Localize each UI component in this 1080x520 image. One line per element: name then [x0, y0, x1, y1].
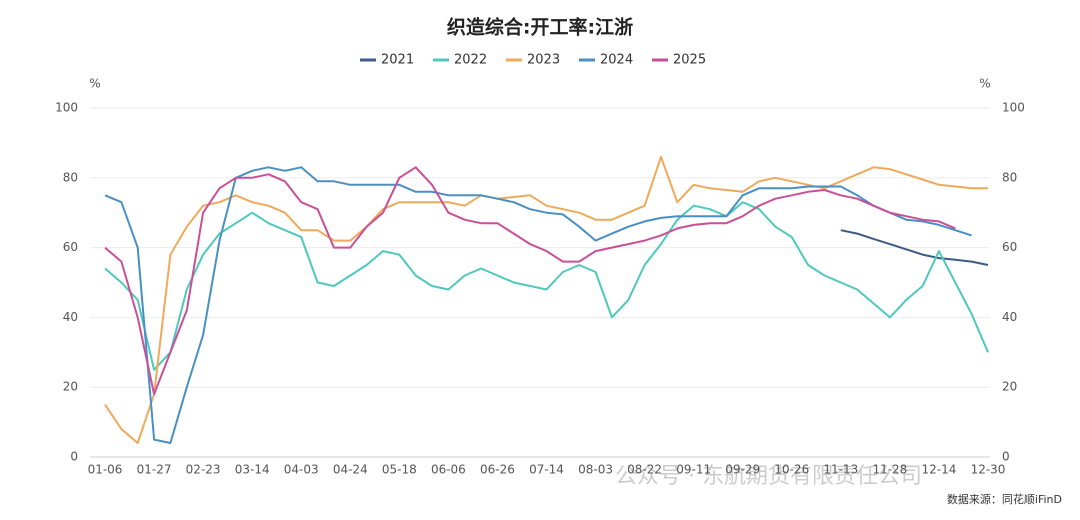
series-line: [104, 155, 988, 444]
x-tick-label: 07-14: [529, 463, 564, 477]
y-tick-label: 80: [63, 170, 78, 184]
legend-label: 2021: [381, 53, 414, 68]
legend-label: 2024: [600, 53, 633, 68]
y2-tick-label: 100: [1002, 101, 1025, 115]
series-line: [840, 229, 989, 266]
y-tick-label: 20: [63, 380, 78, 394]
x-tick-label: 12-14: [922, 463, 957, 477]
y2-tick-label: 0: [1002, 450, 1010, 464]
x-tick-label: 04-24: [333, 463, 368, 477]
legend-label: 2023: [527, 53, 560, 68]
x-tick-label: 10-26: [774, 463, 809, 477]
x-tick-label: 11-28: [872, 463, 907, 477]
x-tick-label: 12-30: [971, 463, 1006, 477]
y2-tick-label: 60: [1002, 240, 1017, 254]
x-tick-label: 09-29: [725, 463, 760, 477]
x-tick-label: 05-18: [382, 463, 417, 477]
x-tick-label: 02-23: [186, 463, 221, 477]
x-tick-label: 01-06: [88, 463, 123, 477]
y-tick-label: 60: [63, 240, 78, 254]
x-tick-label: 06-26: [480, 463, 515, 477]
y-tick-label: 0: [70, 450, 78, 464]
source: 数据来源：同花顺iFinD: [947, 492, 1062, 506]
series-line: [104, 166, 956, 396]
watermark: 公众号 · 东航期货有限责任公司: [615, 464, 922, 489]
x-tick-label: 04-03: [284, 463, 319, 477]
legend-label: 2025: [673, 53, 706, 68]
y2-tick-label: 40: [1002, 310, 1017, 324]
y2-tick-label: 20: [1002, 380, 1017, 394]
y2-tick-label: 80: [1002, 170, 1017, 184]
x-tick-label: 01-27: [137, 463, 172, 477]
x-tick-label: 03-14: [235, 463, 270, 477]
x-tick-label: 08-03: [578, 463, 613, 477]
x-tick-label: 08-22: [627, 463, 662, 477]
x-tick-label: 09-11: [676, 463, 711, 477]
chart-title: 织造综合:开工率:江浙: [447, 16, 633, 39]
x-tick-label: 11-13: [823, 463, 858, 477]
y2-unit: %: [979, 77, 990, 91]
y-tick-label: 40: [63, 310, 78, 324]
legend-label: 2022: [454, 53, 487, 68]
series-line: [104, 201, 989, 371]
y-unit: %: [89, 77, 100, 91]
y-tick-label: 100: [55, 101, 78, 115]
series-line: [104, 166, 972, 444]
x-tick-label: 06-06: [431, 463, 466, 477]
